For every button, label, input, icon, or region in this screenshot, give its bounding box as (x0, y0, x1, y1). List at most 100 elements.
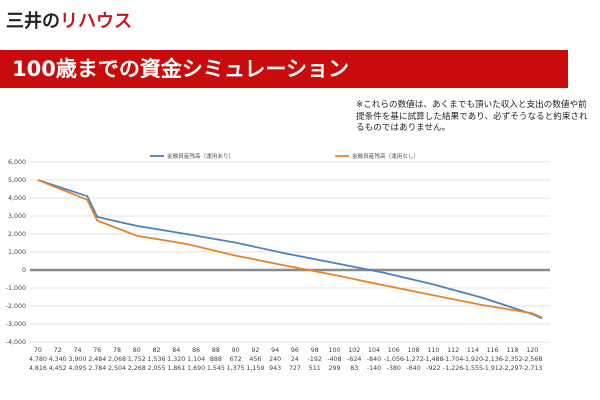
x-tick-label: 112 (447, 347, 459, 354)
series1-value-label: 1,752 (128, 356, 146, 363)
series2-value-label: 1,375 (227, 365, 245, 372)
series1-value-label: 3,900 (68, 356, 86, 363)
x-tick-label: 120 (526, 347, 538, 354)
series2-value-label: 1,690 (187, 365, 205, 372)
series2-value-label: 1,545 (207, 365, 225, 372)
series2-value-label: 2,784 (88, 365, 106, 372)
series1-value-label: 2,484 (88, 356, 106, 363)
series2-value-label: -1,555 (463, 365, 483, 372)
y-tick-label: -2,000 (6, 303, 26, 310)
y-tick-label: -1,000 (6, 285, 26, 292)
series2-value-label: -1,226 (443, 365, 463, 372)
x-tick-label: 84 (172, 347, 180, 354)
series1-value-label: 4,340 (49, 356, 67, 363)
x-tick-label: 76 (93, 347, 101, 354)
x-tick-label: 96 (291, 347, 299, 354)
series2-value-label: 2,055 (148, 365, 166, 372)
y-tick-label: -3,000 (6, 321, 26, 328)
series1-value-label: -2,352 (502, 356, 522, 363)
series2-value-label: 2,268 (128, 365, 146, 372)
series2-value-label: 4,095 (68, 365, 86, 372)
logo-part2: リハウス (60, 11, 132, 32)
series1-value-label: 1,536 (148, 356, 166, 363)
x-tick-label: 74 (73, 347, 81, 354)
series1-value-label: 240 (269, 356, 281, 363)
series2-value-label: 83 (350, 365, 358, 372)
series2-value-label: -140 (367, 365, 381, 372)
series2-value-label: -922 (426, 365, 440, 372)
series2-value-label: 2,504 (108, 365, 126, 372)
series2-value-label: 1,159 (246, 365, 264, 372)
x-tick-label: 100 (328, 347, 340, 354)
x-tick-label: 72 (54, 347, 62, 354)
x-tick-label: 94 (271, 347, 279, 354)
y-tick-label: 2,000 (8, 231, 26, 238)
series1-value-label: 4,780 (29, 356, 47, 363)
series1-value-label: -624 (347, 356, 361, 363)
chart-legend: 金融資産残高（運用あり） 金融資産残高（運用なし） (150, 152, 419, 160)
x-tick-label: 90 (232, 347, 240, 354)
y-tick-label: 1,000 (8, 249, 26, 256)
disclaimer-note: ※これらの数値は、あくまでも頂いた収入と支出の数値や前提条件を基に試算した結果で… (356, 100, 588, 134)
x-tick-label: 88 (212, 347, 220, 354)
x-tick-label: 116 (487, 347, 499, 354)
series1-value-label: 1,104 (187, 356, 205, 363)
series-line-2 (37, 179, 543, 319)
y-tick-label: 5,000 (8, 177, 26, 184)
series1-value-label: 2,068 (108, 356, 126, 363)
series1-value-label: 1,320 (167, 356, 185, 363)
x-tick-label: 106 (388, 347, 400, 354)
y-tick-label: -4,000 (6, 339, 26, 346)
series2-value-label: -380 (387, 365, 401, 372)
series2-value-label: 299 (328, 365, 340, 372)
series2-value-label: 511 (309, 365, 321, 372)
y-tick-label: 6,000 (8, 159, 26, 166)
y-tick-label: 0 (22, 267, 26, 274)
legend-label-2: 金融資産残高（運用なし） (352, 152, 419, 160)
x-tick-label: 78 (113, 347, 121, 354)
series1-value-label: -1,488 (423, 356, 443, 363)
legend-label-1: 金融資産残高（運用あり） (167, 152, 234, 160)
series2-value-label: 727 (289, 365, 301, 372)
y-tick-label: 4,000 (8, 195, 26, 202)
series1-value-label: -1,920 (463, 356, 483, 363)
series2-value-label: -2,297 (502, 365, 522, 372)
x-tick-label: 86 (192, 347, 200, 354)
series2-value-label: 1,861 (167, 365, 185, 372)
series1-value-label: -408 (327, 356, 341, 363)
series2-value-label: -640 (406, 365, 420, 372)
series1-value-label: -2,568 (522, 356, 542, 363)
y-axis-ticks: 6,000 5,000 4,000 3,000 2,000 1,000 0 -1,000 -2,… (6, 159, 26, 346)
chart-lines (37, 179, 543, 320)
x-axis-ticks: 70 72 74 76 78 80 82 84 86 88 90 92 94 96 98 100 102 104 1… (34, 347, 538, 354)
chart-gridlines (30, 161, 550, 343)
series1-value-label: -192 (308, 356, 322, 363)
series1-value-label: -2,136 (483, 356, 503, 363)
x-tick-label: 104 (368, 347, 380, 354)
series1-value-label: 672 (230, 356, 242, 363)
x-tick-label: 118 (506, 347, 518, 354)
x-tick-label: 92 (251, 347, 259, 354)
brand-logo: 三井の リハウス (6, 8, 132, 32)
x-tick-label: 108 (408, 347, 420, 354)
x-tick-label: 98 (311, 347, 319, 354)
series2-value-label: 4,816 (29, 365, 47, 372)
series1-value-label: 456 (249, 356, 261, 363)
series1-value-label: -840 (367, 356, 381, 363)
series2-value-label: -1,912 (483, 365, 503, 372)
y-tick-label: 3,000 (8, 213, 26, 220)
simulation-chart: 6,000 5,000 4,000 3,000 2,000 1,000 0 -1,000 -2,… (6, 152, 550, 372)
x-tick-label: 114 (467, 347, 479, 354)
page-title: 100歳までの資金シミュレーション (0, 50, 568, 88)
x-tick-label: 102 (348, 347, 360, 354)
series1-value-label: 888 (210, 356, 222, 363)
series2-value-label: 943 (269, 365, 281, 372)
series-line-1 (37, 179, 543, 320)
x-tick-label: 70 (34, 347, 42, 354)
x-tick-label: 80 (133, 347, 141, 354)
series2-value-label: -2,713 (522, 365, 542, 372)
x-tick-label: 82 (153, 347, 161, 354)
logo-part1: 三井の (6, 11, 60, 32)
x-tick-label: 110 (427, 347, 439, 354)
series1-value-label: -1,272 (403, 356, 423, 363)
